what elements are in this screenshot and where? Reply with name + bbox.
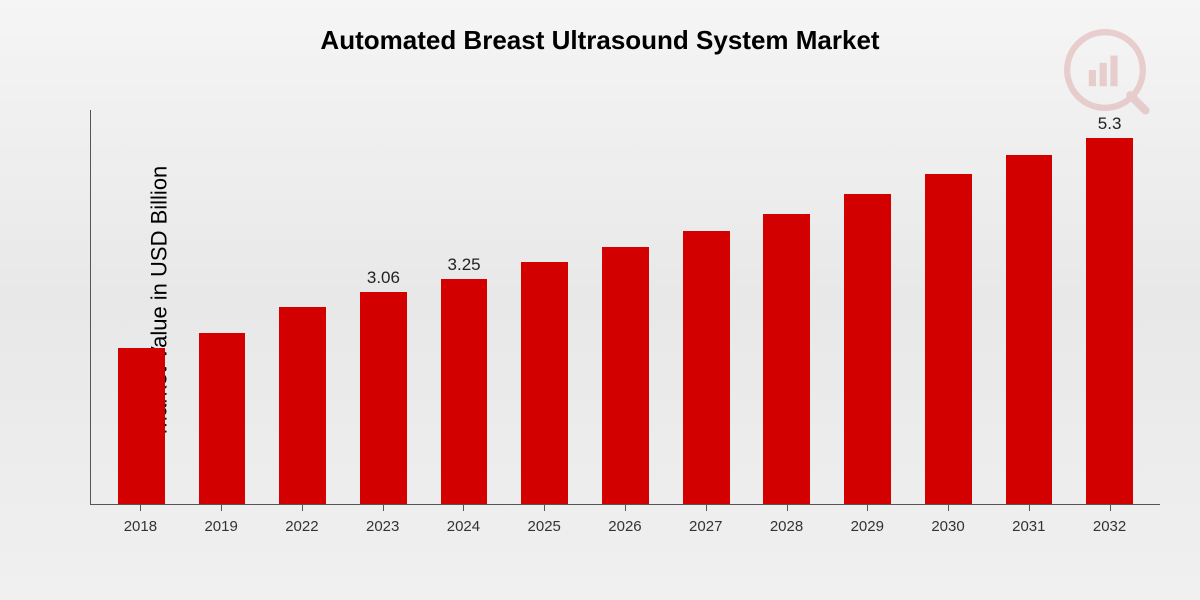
bar [279,307,326,504]
x-axis-labels: 2018201920222023202420252026202720282029… [90,510,1160,540]
x-tick-label: 2018 [100,510,181,540]
bar-slot [101,110,182,504]
bar-slot [827,110,908,504]
x-tick-label: 2027 [665,510,746,540]
bar-value-label: 3.06 [367,268,400,288]
x-tick-label: 2024 [423,510,504,540]
bar [602,247,649,504]
bar [118,348,165,504]
plot-area: 3.06 3.25 5.3 [90,110,1160,505]
x-tick-label: 2019 [181,510,262,540]
x-tick-label: 2023 [342,510,423,540]
bar [1086,138,1133,504]
bar-slot: 5.3 [1069,110,1150,504]
bar [441,279,488,504]
x-tick-label: 2029 [827,510,908,540]
bar [925,174,972,504]
bar-slot [585,110,666,504]
bar [360,292,407,504]
bar [683,231,730,504]
x-tick-label: 2030 [908,510,989,540]
bar [763,214,810,504]
bar-slot [262,110,343,504]
bar-slot [747,110,828,504]
bar-slot [504,110,585,504]
x-tick-label: 2028 [746,510,827,540]
chart-area: 3.06 3.25 5.3 2018201920222023202420252026… [80,110,1160,540]
bar [199,333,246,504]
bar-slot [908,110,989,504]
bar [521,262,568,504]
x-tick-label: 2025 [504,510,585,540]
bar-slot [666,110,747,504]
x-tick-label: 2022 [262,510,343,540]
bar-value-label: 3.25 [448,255,481,275]
x-tick-label: 2026 [585,510,666,540]
bar-slot [989,110,1070,504]
watermark-logo-icon [1060,25,1150,120]
bar-slot: 3.06 [343,110,424,504]
bar [1006,155,1053,504]
bar-slot [182,110,263,504]
x-tick-label: 2031 [988,510,1069,540]
chart-title: Automated Breast Ultrasound System Marke… [0,0,1200,56]
x-tick-label: 2032 [1069,510,1150,540]
bar-value-label: 5.3 [1098,114,1122,134]
bar [844,194,891,504]
bar-slot: 3.25 [424,110,505,504]
